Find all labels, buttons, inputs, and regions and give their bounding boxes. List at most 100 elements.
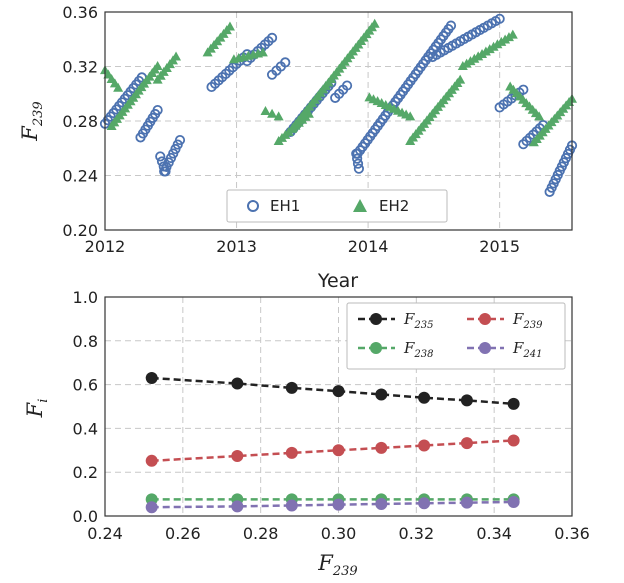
eh2-point	[469, 53, 480, 63]
f239-point	[231, 449, 244, 462]
bottom-x-tick-label: 0.26	[165, 524, 201, 543]
bottom-y-tick-label: 0.4	[73, 419, 98, 438]
f241-point	[332, 498, 345, 511]
f241-point	[460, 496, 473, 509]
eh2-point	[496, 36, 507, 46]
bottom-x-tick-label: 0.34	[476, 524, 512, 543]
eh1-point	[341, 80, 353, 91]
f241-line	[151, 500, 514, 509]
f239-point	[145, 454, 158, 467]
legend-f239-base: F	[512, 310, 524, 328]
top-chart: 0.20 0.24 0.28 0.32 0.36 2012 2013 2014 2015 F23…	[18, 3, 578, 292]
f241-point	[285, 499, 298, 512]
f239-point	[507, 434, 520, 447]
bottom-x-tick-label: 0.36	[554, 524, 590, 543]
f235-point	[460, 394, 473, 407]
bottom-x-tick-label: 0.24	[87, 524, 123, 543]
f239-point	[285, 446, 298, 459]
eh2-point	[500, 34, 511, 44]
bottom-grid	[105, 297, 572, 516]
legend-eh2-marker	[353, 199, 367, 212]
legend-f238-sub: 238	[413, 349, 433, 360]
top-x-axis-label: Year	[317, 270, 358, 292]
legend-eh1-label: EH1	[270, 197, 300, 215]
bottom-legend: F235 F239 F238 F241	[346, 302, 566, 370]
f235-point	[231, 377, 244, 390]
bottom-x-tick-label: 0.32	[399, 524, 435, 543]
legend-f241-sub: 241	[522, 349, 542, 360]
f239-line	[151, 439, 514, 463]
legend-f235-marker	[370, 313, 382, 325]
top-legend-box	[226, 189, 448, 223]
eh2-point	[405, 111, 416, 121]
f239-point	[332, 444, 345, 457]
eh2-point	[457, 61, 468, 70]
eh2-point	[257, 47, 268, 57]
top-y-tick-label: 0.28	[62, 112, 98, 131]
bottom-x-tick-label: 0.30	[321, 524, 357, 543]
eh1-point	[352, 153, 363, 164]
bottom-x-tick-label: 0.28	[243, 524, 279, 543]
top-data-points	[99, 13, 578, 197]
bottom-chart: 0.0 0.2 0.4 0.6 0.8 1.0 0.24 0.26 0.28 0.30 0.32 0.…	[23, 288, 590, 579]
bottom-y-tick-label: 0.8	[73, 332, 98, 351]
top-x-tick-label: 2015	[479, 237, 520, 256]
top-tick-labels: 0.20 0.24 0.28 0.32 0.36 2012 2013 2014 2015	[62, 3, 520, 256]
bottom-y-tick-label: 0.6	[73, 376, 98, 395]
bottom-y-axis-label-base: F	[23, 401, 47, 418]
bottom-y-tick-label: 1.0	[73, 288, 98, 307]
legend-f239-sub: 239	[522, 320, 543, 331]
eh1-point	[174, 134, 186, 146]
legend-f235-base: F	[403, 310, 415, 328]
eh2-point	[484, 44, 495, 54]
f235-line	[151, 376, 514, 406]
eh2-point	[260, 105, 271, 115]
bottom-plot-frame	[104, 296, 573, 517]
top-x-tick-label: 2013	[216, 237, 257, 256]
eh2-point	[465, 56, 476, 66]
eh2-point	[488, 41, 499, 51]
eh2-point	[503, 32, 514, 42]
bottom-tick-labels: 0.0 0.2 0.4 0.6 0.8 1.0 0.24 0.26 0.28 0.30 0.32 0.…	[73, 288, 590, 543]
eh1-point	[518, 84, 529, 95]
eh2-point	[507, 29, 518, 39]
f235-point	[285, 381, 298, 394]
top-y-axis-label: F239	[18, 101, 46, 141]
eh2-point	[534, 111, 545, 121]
f239-point	[375, 441, 388, 454]
f241-point	[418, 497, 431, 510]
eh2-point	[113, 82, 124, 92]
f241-point	[145, 501, 158, 514]
f241-point	[231, 500, 244, 513]
legend-f238-marker	[370, 342, 382, 354]
eh2-point	[171, 51, 182, 61]
bottom-x-axis-label-sub: 239	[332, 564, 358, 579]
legend-f235-sub: 235	[413, 320, 433, 331]
eh1-point	[155, 151, 166, 162]
legend-eh1-marker	[247, 200, 259, 212]
eh1-point	[353, 163, 364, 174]
legend-f238-base: F	[403, 339, 415, 357]
eh2-point	[224, 21, 235, 31]
eh2-point	[369, 18, 380, 28]
eh1-point	[494, 13, 505, 24]
f235-point	[145, 372, 158, 385]
f239-point	[460, 437, 473, 450]
top-legend: EH1 EH2	[226, 189, 448, 223]
top-plot-frame	[104, 11, 573, 231]
eh2-point	[477, 48, 488, 58]
f235-point	[507, 397, 520, 410]
bottom-legend-box	[346, 302, 566, 370]
eh1-point	[266, 32, 278, 43]
f241-point	[375, 497, 388, 510]
eh1-point	[280, 57, 291, 68]
legend-f235-label: F235	[403, 310, 434, 331]
legend-f239-marker	[479, 313, 491, 325]
top-y-tick-label: 0.32	[62, 58, 98, 77]
bottom-y-axis-label: Fi	[23, 399, 51, 419]
eh1-point	[445, 20, 457, 31]
eh2-point	[267, 108, 278, 118]
top-y-tick-label: 0.20	[62, 221, 98, 240]
eh2-point	[473, 51, 484, 61]
f241-point	[507, 495, 520, 508]
